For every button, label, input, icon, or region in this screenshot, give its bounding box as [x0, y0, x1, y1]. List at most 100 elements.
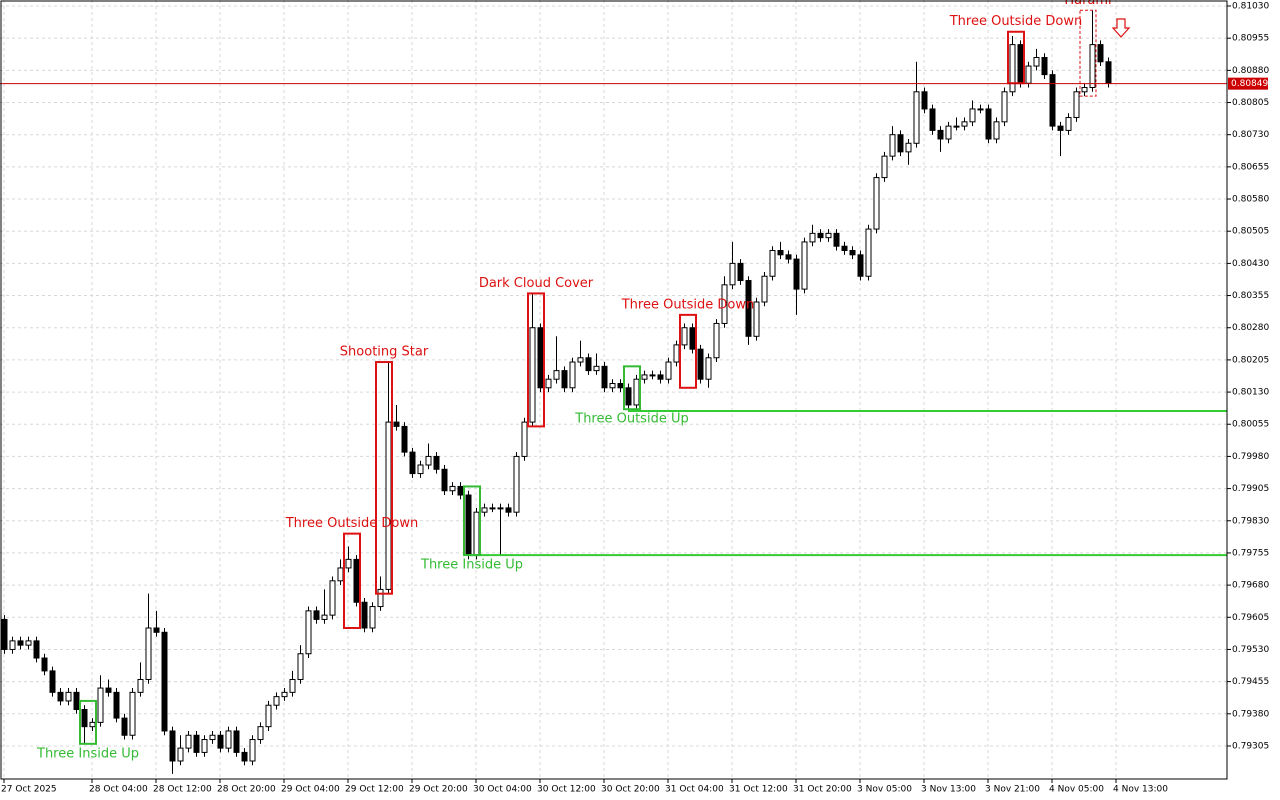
candle-body — [41, 657, 48, 672]
candle-body — [513, 455, 520, 513]
candle-body — [609, 382, 616, 389]
candle-body — [521, 421, 528, 457]
grid — [0, 0, 1227, 779]
candle-body — [473, 511, 480, 556]
pattern-label: Three Outside Down — [949, 14, 1083, 29]
y-tick-label: 0.80505 — [1232, 227, 1269, 237]
pattern-box — [343, 532, 361, 630]
x-tick-label: 29 Oct 12:00 — [345, 785, 404, 795]
x-tick-label: 3 Nov 05:00 — [857, 785, 912, 795]
candle-body — [1057, 125, 1064, 131]
pattern-label: Three Outside Down — [285, 516, 419, 531]
candle-body — [369, 606, 376, 629]
y-tick-label: 0.80430 — [1232, 259, 1269, 269]
candle-body — [617, 382, 624, 389]
pattern-box — [463, 485, 481, 557]
candle-body — [289, 678, 296, 693]
candle-body — [745, 280, 752, 337]
candle-body — [1097, 44, 1104, 63]
candle-body — [361, 601, 368, 629]
plot-frame — [0, 0, 1228, 780]
candle-body — [225, 730, 232, 749]
candle-body — [969, 108, 976, 123]
candle-body — [929, 108, 936, 131]
candle-body — [169, 730, 176, 762]
x-tick-label: 31 Oct 20:00 — [793, 785, 852, 795]
candle-body — [401, 425, 408, 453]
candle-body — [1065, 117, 1072, 131]
candle-body — [601, 365, 608, 389]
candle-body — [265, 704, 272, 728]
candle-body — [153, 627, 160, 633]
candle-body — [865, 228, 872, 277]
y-tick-label: 0.79755 — [1232, 548, 1269, 558]
candle-body — [553, 370, 560, 380]
candle-body — [649, 374, 656, 377]
x-tick-label: 30 Oct 04:00 — [473, 785, 532, 795]
candle-body — [1009, 44, 1016, 93]
candle-body — [209, 734, 216, 741]
candle-body — [561, 370, 568, 389]
candle-body — [345, 558, 352, 569]
candle-body — [1105, 61, 1112, 84]
candle-body — [233, 730, 240, 753]
candle-body — [9, 640, 16, 650]
candle-body — [993, 121, 1000, 140]
candle-body — [1049, 74, 1056, 127]
candle-body — [433, 455, 440, 470]
candle-body — [121, 717, 128, 736]
pattern-label: Harami — [1064, 0, 1111, 8]
candle-body — [905, 142, 912, 153]
candle-body — [481, 507, 488, 513]
candle-body — [385, 421, 392, 590]
y-tick-label: 0.79830 — [1232, 516, 1269, 526]
candle-body — [57, 691, 64, 702]
candle-body — [313, 610, 320, 620]
candle-body — [713, 322, 720, 359]
x-tick-label: 3 Nov 13:00 — [921, 785, 976, 795]
y-tick-label: 0.80355 — [1232, 291, 1269, 301]
candle-body — [241, 751, 248, 762]
candle-body — [665, 361, 672, 380]
candle-body — [897, 134, 904, 153]
plot: Three Inside Up Three Outside Down Shootin… — [0, 0, 1227, 774]
candle-body — [145, 627, 152, 680]
candle-body — [249, 739, 256, 762]
candle-body — [801, 241, 808, 290]
candle-body — [809, 232, 816, 243]
x-tick-label: 29 Oct 04:00 — [281, 785, 340, 795]
x-tick-label: 28 Oct 04:00 — [89, 785, 148, 795]
candle-body — [945, 125, 952, 140]
candle-body — [697, 348, 704, 380]
x-tick-label: 4 Nov 13:00 — [1113, 785, 1168, 795]
pattern-box — [527, 292, 545, 428]
candle-body — [217, 734, 224, 749]
candle-body — [705, 357, 712, 380]
candle-body — [17, 640, 24, 646]
candle-body — [721, 284, 728, 324]
candle-body — [1025, 65, 1032, 84]
candle-body — [849, 250, 856, 256]
candle-body — [737, 262, 744, 282]
candle-body — [817, 232, 824, 239]
candle-body — [673, 344, 680, 363]
candle-body — [497, 507, 504, 510]
candle-body — [305, 610, 312, 655]
pattern-label: Three Inside Up — [36, 746, 139, 761]
y-tick-label: 0.80955 — [1232, 34, 1269, 44]
candle-body — [545, 378, 552, 389]
y-tick-label: 0.79380 — [1232, 709, 1269, 719]
candle-body — [417, 464, 424, 475]
candle-body — [1081, 87, 1088, 93]
candle-body — [1089, 44, 1096, 89]
candle-body — [89, 721, 96, 728]
candle-body — [985, 108, 992, 140]
y-tick-label: 0.80280 — [1232, 323, 1269, 333]
y-tick-label: 0.80730 — [1232, 130, 1269, 140]
y-tick-label: 0.79980 — [1232, 452, 1269, 462]
candle-body — [569, 361, 576, 389]
candle-body — [273, 696, 280, 706]
candle-body — [33, 640, 40, 659]
